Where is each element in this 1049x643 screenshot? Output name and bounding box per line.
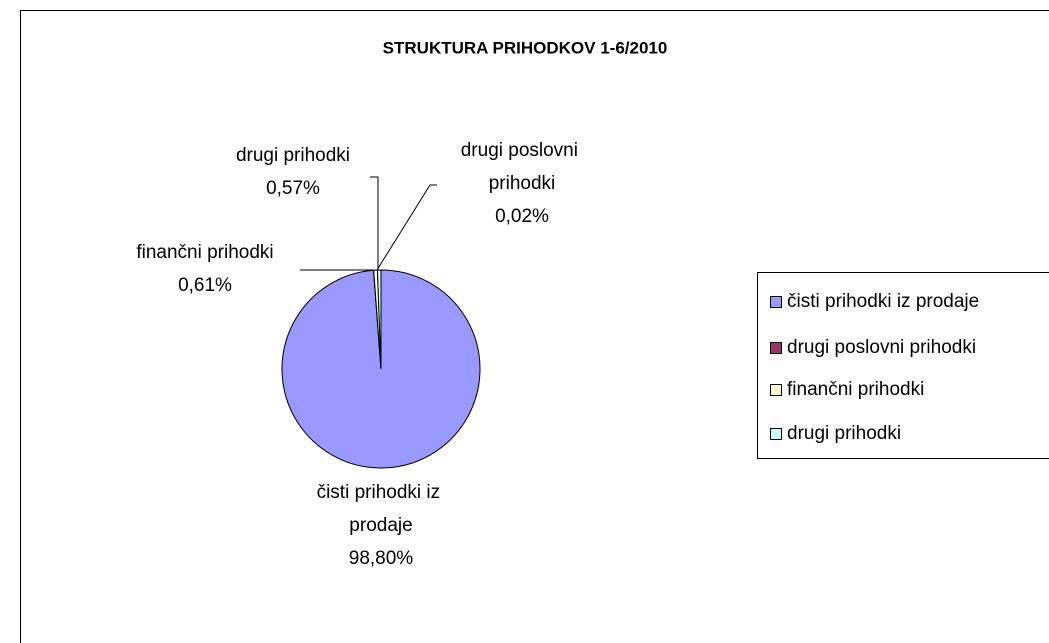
data-label-value: 0,61%: [178, 275, 232, 296]
data-label-name: čisti prihodki iz prodaje: [317, 482, 446, 536]
pie-slice: [376, 269, 382, 370]
legend-label: drugi prihodki: [787, 423, 901, 444]
legend-swatch: [770, 384, 782, 396]
leader-line: [370, 176, 379, 270]
data-label-value: 0,57%: [266, 178, 320, 199]
legend-swatch: [770, 296, 782, 308]
data-label-value: 98,80%: [349, 548, 414, 569]
data-label-name: drugi poslovni prihodki: [461, 140, 584, 194]
chart-title: STRUKTURA PRIHODKOV 1-6/2010: [383, 38, 668, 57]
leader-lines: [300, 176, 437, 271]
legend-swatch: [770, 342, 782, 354]
data-label-name: finančni prihodki: [136, 242, 273, 263]
legend-swatch: [770, 428, 782, 440]
data-label-name: drugi prihodki: [236, 145, 350, 166]
legend-label: drugi poslovni prihodki: [787, 337, 976, 358]
legend-label: finančni prihodki: [787, 379, 924, 400]
legend: [757, 272, 1049, 459]
legend-label: čisti prihodki iz prodaje: [787, 291, 979, 312]
data-label-value: 0,02%: [495, 206, 549, 227]
leader-line: [376, 184, 437, 271]
